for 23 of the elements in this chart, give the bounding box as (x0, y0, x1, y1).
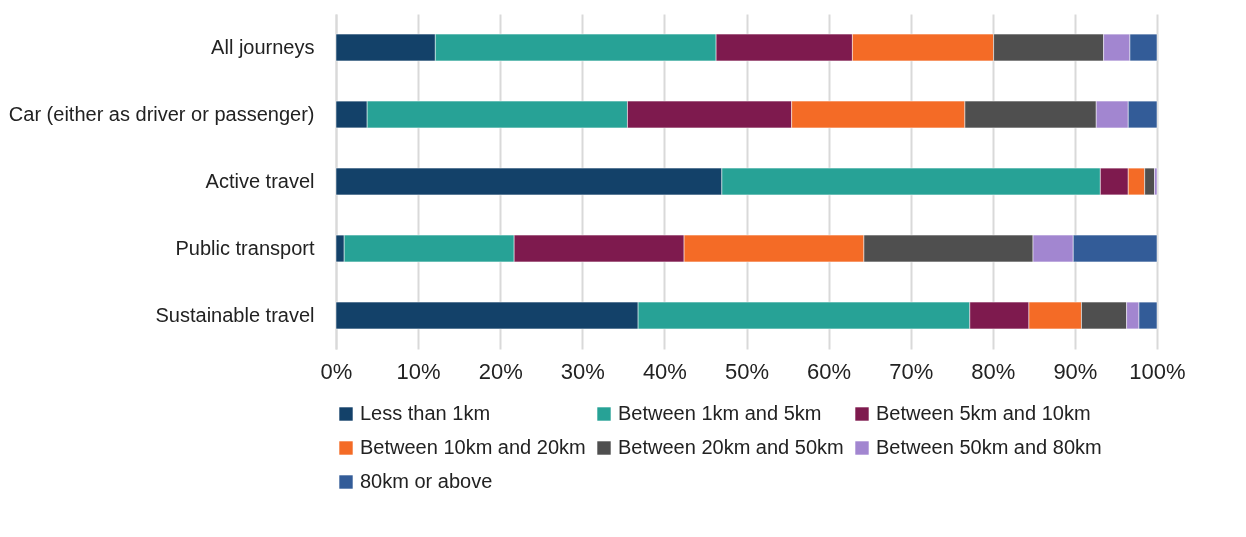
legend-label: Less than 1km (360, 402, 491, 424)
legend-label: Between 20km and 50km (618, 436, 844, 458)
x-tick-label: 10% (396, 358, 441, 384)
x-tick-label: 60% (807, 358, 852, 384)
x-tick-label: 100% (1129, 358, 1186, 384)
x-tick-label: 50% (724, 358, 770, 384)
y-tick-label: Car (either as driver or passenger) (8, 102, 315, 125)
y-tick-label: Public transport (175, 236, 315, 259)
x-tick-label: 30% (560, 358, 605, 384)
legend-label: Between 50km and 80km (876, 436, 1102, 458)
legend-label: 80km or above (360, 470, 493, 492)
y-tick-label: Sustainable travel (155, 303, 315, 326)
x-tick-label: 80% (971, 358, 1016, 384)
x-tick-label: 0% (320, 358, 353, 384)
x-tick-label: 90% (1053, 358, 1098, 384)
x-tick-label: 20% (478, 358, 523, 384)
y-tick-label: All journeys (211, 35, 315, 58)
legend-label: Between 5km and 10km (876, 402, 1091, 424)
y-tick-label: Active travel (205, 169, 315, 192)
x-tick-label: 70% (889, 358, 934, 384)
legend-label: Between 10km and 20km (360, 436, 586, 458)
legend-label: Between 1km and 5km (618, 402, 822, 424)
x-tick-label: 40% (642, 358, 687, 384)
